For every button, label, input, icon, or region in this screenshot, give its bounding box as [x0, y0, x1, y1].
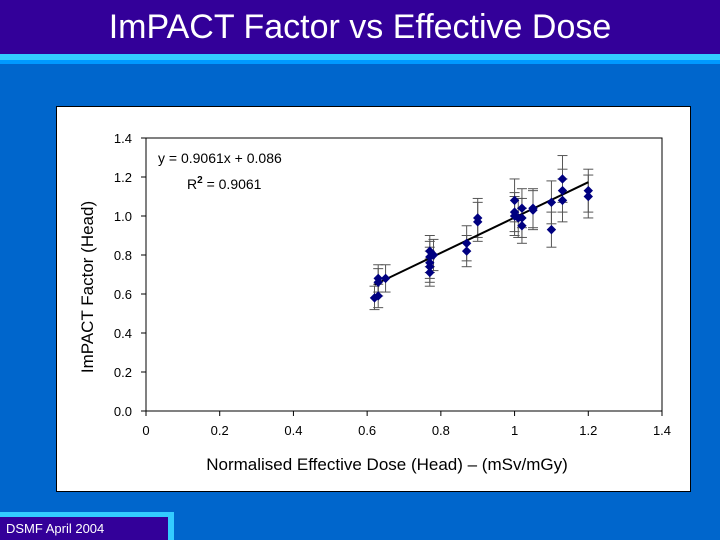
slide-title: ImPACT Factor vs Effective Dose: [108, 8, 612, 46]
data-point: [517, 213, 527, 223]
y-axis-label: ImPACT Factor (Head): [78, 201, 97, 373]
x-tick-label: 0.6: [358, 423, 376, 438]
data-point: [425, 258, 435, 268]
data-point: [428, 250, 439, 260]
data-point: [546, 197, 557, 208]
x-tick-label: 0: [142, 423, 149, 438]
r-squared-r: R: [187, 176, 197, 192]
scatter-chart: 0 0.2 0.4 0.6 0.8 1 1.2 1.4 0.0 0.2 0.4 0.6 0.8 1.0 1.…: [78, 131, 671, 474]
data-point: [509, 207, 520, 217]
y-tick-label: 0.6: [114, 287, 132, 302]
y-tick-label: 1.0: [114, 209, 132, 224]
y-tick-label: 0.2: [114, 365, 132, 380]
data-point: [473, 213, 483, 223]
data-point: [380, 273, 391, 284]
x-tick-label: 0.8: [432, 423, 450, 438]
data-point: [517, 203, 527, 213]
x-tick-label: 0.4: [284, 423, 302, 438]
y-tick-label: 0.4: [114, 326, 132, 341]
footer-box: [0, 517, 168, 540]
data-point: [461, 238, 472, 249]
x-tick-label: 1: [511, 423, 518, 438]
data-point: [461, 246, 472, 256]
footer-label: DSMF April 2004: [6, 521, 105, 536]
data-point: [546, 224, 557, 235]
x-tick-label: 1.2: [579, 423, 597, 438]
r-squared-label: R2 = 0.9061: [187, 175, 262, 192]
data-point: [557, 185, 568, 196]
r-squared-superscript: 2: [197, 175, 203, 186]
title-bar: [0, 0, 720, 54]
data-point: [373, 273, 383, 284]
x-tick-label: 0.2: [211, 423, 229, 438]
data-point: [557, 174, 568, 184]
data-point: [583, 191, 593, 202]
trendline: [374, 181, 589, 286]
r-squared-value: = 0.9061: [203, 176, 262, 192]
y-tick-label: 0.8: [114, 248, 132, 263]
y-tick-label: 0.0: [114, 404, 132, 419]
title-accent-stripe-lower: [0, 60, 720, 64]
data-point: [583, 185, 593, 196]
chart-panel: 0 0.2 0.4 0.6 0.8 1 1.2 1.4 0.0 0.2 0.4 0.6 0.8 1.0 1.…: [56, 106, 691, 492]
data-point: [528, 203, 538, 213]
plot-layer: 0 0.2 0.4 0.6 0.8 1 1.2 1.4 0.0 0.2 0.4 0.6 0.8 1.0 1.…: [114, 131, 671, 438]
data-point: [517, 221, 527, 231]
y-tick-label: 1.4: [114, 131, 132, 146]
title-accent-stripe: [0, 54, 720, 60]
x-tick-label: 1.4: [653, 423, 671, 438]
data-point: [557, 195, 568, 206]
x-axis-label: Normalised Effective Dose (Head) – (mSv/…: [206, 455, 568, 474]
trendline-equation: y = 0.9061x + 0.086: [158, 150, 282, 166]
y-tick-label: 1.2: [114, 170, 132, 185]
data-point: [425, 267, 435, 278]
data-point: [509, 195, 520, 206]
footer-accent-stripe-vertical: [168, 512, 174, 540]
footer-accent-stripe: [0, 512, 174, 517]
data-point: [373, 291, 383, 301]
plot-frame: [145, 137, 663, 412]
